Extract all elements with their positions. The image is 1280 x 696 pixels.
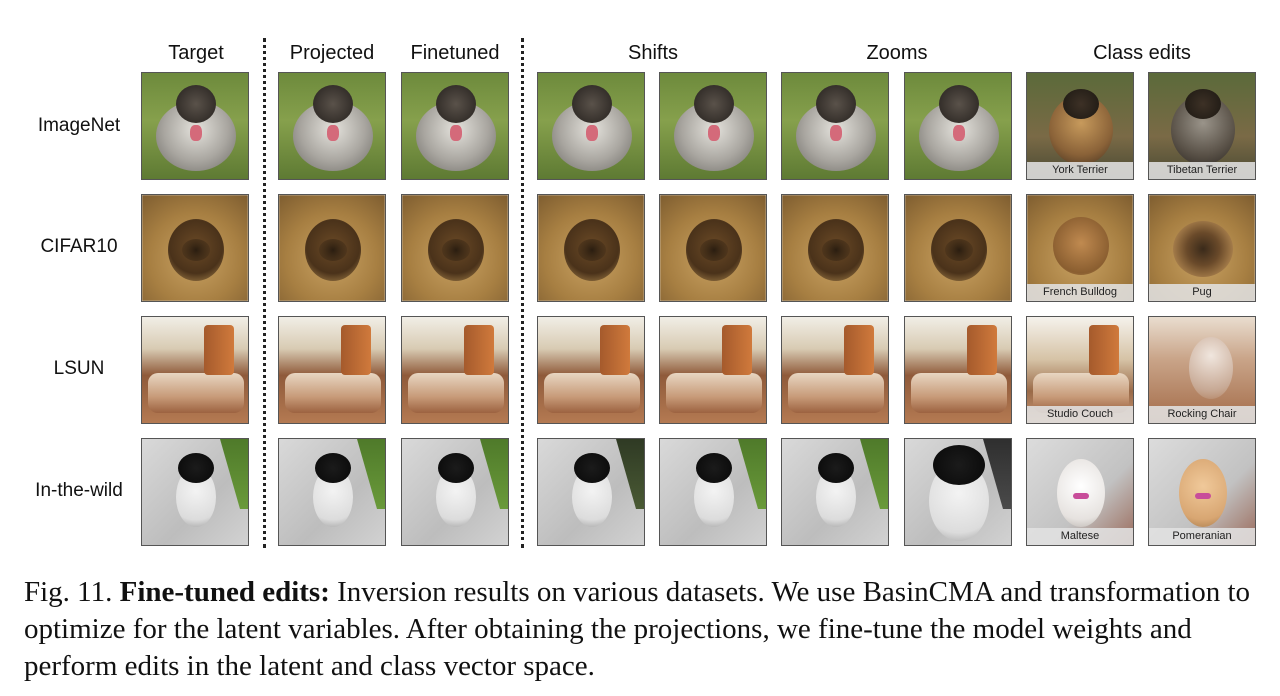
row-label-lsun: LSUN — [53, 358, 105, 379]
figure-label: Fig. 11. — [24, 576, 113, 608]
image-cifar10-shift-1 — [537, 194, 645, 302]
column-header-target: Target — [168, 42, 224, 64]
class-edit-caption: Tibetan Terrier — [1149, 162, 1255, 179]
image-imagenet-finetuned — [401, 72, 509, 180]
image-cifar10-finetuned — [401, 194, 509, 302]
image-lsun-shift-2 — [659, 316, 767, 424]
image-in-the-wild-shift-1 — [537, 438, 645, 546]
class-edit-caption: Maltese — [1027, 528, 1133, 545]
class-edit-caption: Pomeranian — [1149, 528, 1255, 545]
class-edit-caption: French Bulldog — [1027, 284, 1133, 301]
image-lsun-target — [141, 316, 249, 424]
column-header-finetuned: Finetuned — [410, 42, 500, 64]
image-in-the-wild-zoom-2 — [904, 438, 1012, 546]
row-label-cifar10: CIFAR10 — [40, 236, 118, 257]
image-imagenet-projected — [278, 72, 386, 180]
image-cifar10-zoom-1 — [781, 194, 889, 302]
image-lsun-class-edit-2: Rocking Chair — [1148, 316, 1256, 424]
row-label-in-the-wild: In-the-wild — [35, 480, 123, 501]
column-header-projected: Projected — [289, 42, 375, 64]
image-cifar10-zoom-2 — [904, 194, 1012, 302]
image-lsun-projected — [278, 316, 386, 424]
image-lsun-finetuned — [401, 316, 509, 424]
image-lsun-zoom-1 — [781, 316, 889, 424]
column-header-zooms: Zooms — [866, 42, 928, 64]
divider-right — [521, 38, 524, 548]
image-imagenet-class-edit-2: Tibetan Terrier — [1148, 72, 1256, 180]
image-in-the-wild-shift-2 — [659, 438, 767, 546]
image-in-the-wild-zoom-1 — [781, 438, 889, 546]
image-in-the-wild-class-edit-2: Pomeranian — [1148, 438, 1256, 546]
image-lsun-zoom-2 — [904, 316, 1012, 424]
class-edit-caption: Rocking Chair — [1149, 406, 1255, 423]
image-cifar10-class-edit-1: French Bulldog — [1026, 194, 1134, 302]
image-imagenet-class-edit-1: York Terrier — [1026, 72, 1134, 180]
image-in-the-wild-projected — [278, 438, 386, 546]
image-in-the-wild-target — [141, 438, 249, 546]
row-label-imagenet: ImageNet — [37, 115, 121, 136]
image-imagenet-shift-2 — [659, 72, 767, 180]
image-cifar10-projected — [278, 194, 386, 302]
image-imagenet-target — [141, 72, 249, 180]
figure-caption: Fig. 11. Fine-tuned edits: Inversion res… — [24, 574, 1264, 685]
image-lsun-class-edit-1: Studio Couch — [1026, 316, 1134, 424]
column-header-shifts: Shifts — [627, 42, 679, 64]
class-edit-caption: Pug — [1149, 284, 1255, 301]
image-imagenet-zoom-2 — [904, 72, 1012, 180]
divider-left — [263, 38, 266, 548]
image-cifar10-class-edit-2: Pug — [1148, 194, 1256, 302]
figure-caption-title: Fine-tuned edits: — [119, 576, 330, 608]
figure-caption-text: Inversion results on various datasets. W… — [24, 576, 1251, 682]
image-cifar10-target — [141, 194, 249, 302]
class-edit-caption: York Terrier — [1027, 162, 1133, 179]
class-edit-caption: Studio Couch — [1027, 406, 1133, 423]
image-lsun-shift-1 — [537, 316, 645, 424]
image-in-the-wild-finetuned — [401, 438, 509, 546]
image-imagenet-zoom-1 — [781, 72, 889, 180]
image-in-the-wild-class-edit-1: Maltese — [1026, 438, 1134, 546]
column-header-class-edits: Class edits — [1093, 42, 1191, 64]
image-imagenet-shift-1 — [537, 72, 645, 180]
image-cifar10-shift-2 — [659, 194, 767, 302]
